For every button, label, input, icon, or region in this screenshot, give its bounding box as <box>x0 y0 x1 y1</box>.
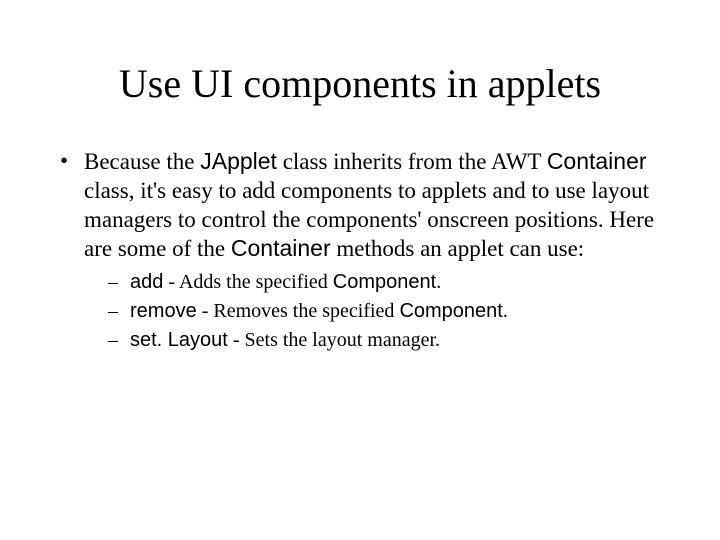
sub-item: add - Adds the specified Component. <box>108 270 660 295</box>
sep: - <box>228 329 245 351</box>
code-setlayout: set. Layout <box>130 329 228 351</box>
sub-pre: Sets the layout manager. <box>245 329 441 351</box>
code-component: Component <box>333 271 436 293</box>
sub-post: . <box>436 271 441 293</box>
slide-body: Because the JApplet class inherits from … <box>60 147 660 353</box>
slide: Use UI components in applets Because the… <box>0 0 720 540</box>
bullet-text-4: methods an applet can use: <box>331 236 585 261</box>
sub-item: remove - Removes the specified Component… <box>108 299 660 324</box>
bullet-item: Because the JApplet class inherits from … <box>60 147 660 353</box>
code-add: add <box>130 271 163 293</box>
bullet-list: Because the JApplet class inherits from … <box>60 147 660 353</box>
sep: - <box>163 271 179 293</box>
code-component: Component <box>399 300 502 322</box>
sub-pre: Adds the specified <box>179 271 333 293</box>
bullet-text-2: class inherits from the AWT <box>277 149 547 174</box>
sub-pre: Removes the specified <box>213 300 399 322</box>
code-container-2: Container <box>231 235 331 261</box>
sub-post: . <box>503 300 508 322</box>
code-remove: remove <box>130 300 197 322</box>
sub-item: set. Layout - Sets the layout manager. <box>108 328 660 353</box>
bullet-text-1: Because the <box>84 149 200 174</box>
slide-title: Use UI components in applets <box>60 60 660 107</box>
code-container-1: Container <box>547 148 647 174</box>
sep: - <box>197 300 214 322</box>
sub-list: add - Adds the specified Component. remo… <box>108 270 660 353</box>
code-japplet: JApplet <box>200 148 277 174</box>
